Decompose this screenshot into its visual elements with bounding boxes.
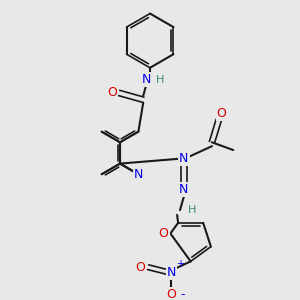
Text: O: O xyxy=(167,288,176,300)
Text: +: + xyxy=(176,259,184,269)
Text: N: N xyxy=(167,266,176,280)
Text: H: H xyxy=(155,75,164,85)
Text: N: N xyxy=(179,152,189,165)
Text: N: N xyxy=(134,168,143,181)
Text: N: N xyxy=(179,183,189,196)
Text: N: N xyxy=(141,73,151,86)
Text: O: O xyxy=(135,261,145,274)
Text: O: O xyxy=(107,86,117,99)
Text: O: O xyxy=(217,107,226,120)
Text: O: O xyxy=(159,227,169,240)
Text: -: - xyxy=(181,288,185,300)
Text: H: H xyxy=(188,205,196,215)
